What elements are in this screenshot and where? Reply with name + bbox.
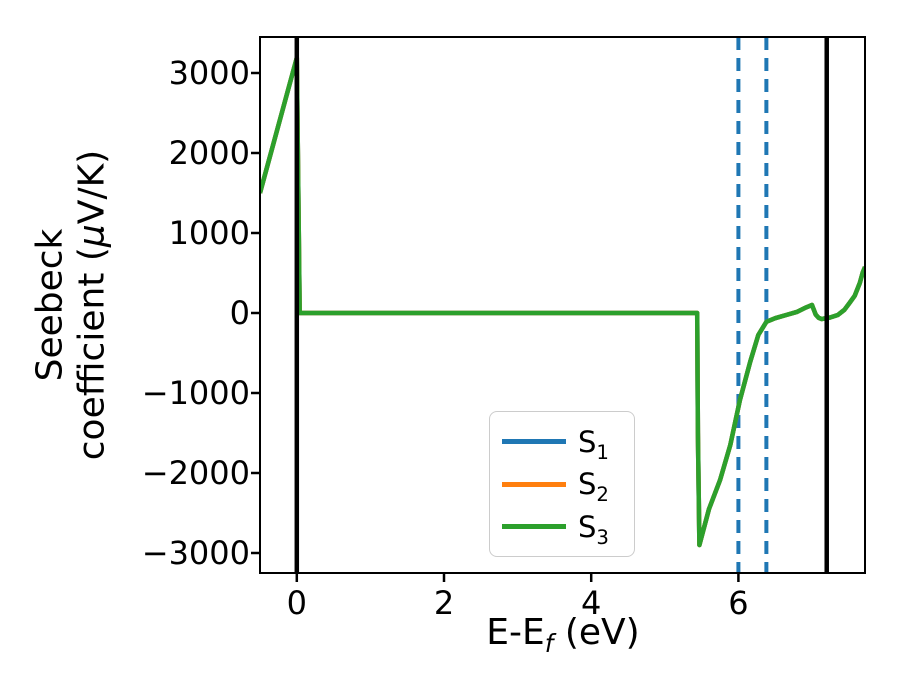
legend-item-s3: S3 — [490, 509, 634, 549]
ytick-label-m3000: −3000 — [141, 534, 250, 572]
xtick-label-4: 4 — [581, 584, 602, 622]
xtick-label-2: 2 — [433, 584, 455, 622]
legend-line-sample-s3 — [502, 524, 566, 529]
legend-line-sample-s1 — [502, 439, 566, 444]
ytick-label-m2000: −2000 — [141, 454, 250, 492]
ytick-label-3000: 3000 — [168, 54, 250, 92]
y-axis-label-line2: coefficient (μV/K) — [72, 149, 113, 461]
xtick-label-0: 0 — [286, 584, 307, 622]
y-axis-label-line1: Seebeck — [29, 228, 71, 382]
legend-label-s1: S1 — [578, 424, 609, 464]
legend-line-sample-s2 — [502, 481, 566, 487]
ytick-label-2000: 2000 — [168, 134, 250, 172]
legend-label-s3: S3 — [578, 509, 609, 549]
legend-item-s1: S1 — [490, 424, 634, 464]
ytick-label-0: 0 — [229, 294, 250, 332]
ytick-label-1000: 1000 — [168, 214, 250, 252]
legend: S1 S2 S3 — [489, 411, 635, 557]
legend-label-s2: S2 — [578, 467, 609, 506]
legend-item-s2: S2 — [490, 467, 634, 506]
y-axis-label: Seebeck coefficient (μV/K) — [30, 150, 115, 460]
ytick-label-m1000: −1000 — [141, 374, 250, 412]
x-axis-label: E-Ef (eV) — [486, 612, 640, 659]
xtick-label-6: 6 — [728, 584, 749, 622]
